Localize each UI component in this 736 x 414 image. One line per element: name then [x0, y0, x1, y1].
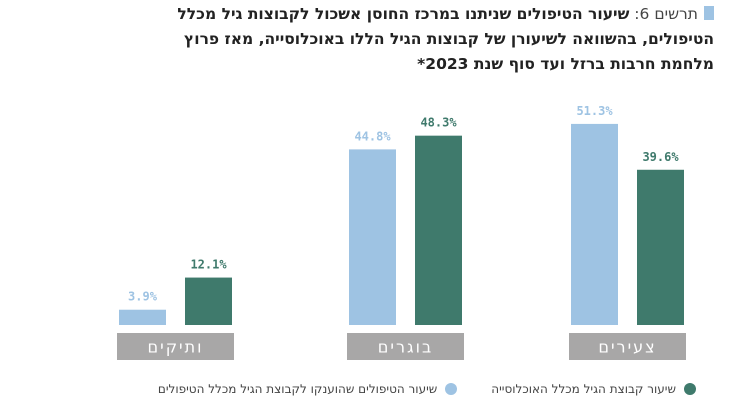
bar-1-2: [185, 277, 232, 325]
category-label-1: בוגרים: [378, 338, 433, 357]
bar-0-2: [119, 309, 166, 325]
legend-dot-dark-icon: [684, 383, 696, 395]
bar-1-1: [415, 135, 462, 325]
category-band-1: [347, 333, 464, 360]
category-band-2: [117, 333, 234, 360]
chart-legend: שיעור קבוצת הגיל מכלל האוכלוסייה שיעור ה…: [10, 382, 696, 396]
title-line-1: תרשים 6: שיעור הטיפולים שניתנו במרכז החו…: [14, 2, 714, 27]
bar-0-0: [571, 123, 618, 326]
legend-label-light: שיעור הטיפולים שהוענקו לקבוצת הגיל מכלל …: [157, 382, 438, 396]
title-prefix: תרשים 6:: [634, 5, 698, 23]
value-label-0-0: 51.3%: [576, 104, 613, 118]
bar-1-0: [637, 169, 684, 325]
legend-item-dark: שיעור קבוצת הגיל מכלל האוכלוסייה: [491, 382, 696, 396]
bar-0-1: [349, 149, 396, 325]
value-label-1-2: 12.1%: [190, 258, 227, 272]
legend-dot-light-icon: [445, 383, 458, 395]
value-label-1-1: 48.3%: [420, 116, 457, 130]
category-label-0: צעירים: [598, 338, 656, 357]
value-label-1-0: 39.6%: [642, 150, 679, 164]
title-text-line-2: הטיפולים, בהשוואה לשיעורן של קבוצות הגיל…: [184, 30, 714, 48]
legend-label-dark: שיעור קבוצת הגיל מכלל האוכלוסייה: [491, 382, 676, 396]
value-label-0-2: 3.9%: [128, 290, 158, 304]
category-band-0: [569, 333, 686, 360]
title-marker-icon: [704, 6, 714, 20]
value-label-0-1: 44.8%: [354, 129, 391, 143]
legend-item-light: שיעור הטיפולים שהוענקו לקבוצת הגיל מכלל …: [157, 382, 458, 396]
category-label-2: ותיקים: [148, 338, 204, 357]
title-text-line-3: מלחמת חרבות ברזל ועד סוף שנת 2023*: [417, 55, 714, 73]
chart-title: תרשים 6: שיעור הטיפולים שניתנו במרכז החו…: [14, 2, 714, 77]
title-text-line-1: שיעור הטיפולים שניתנו במרכז החוסן אשכול …: [177, 5, 630, 23]
